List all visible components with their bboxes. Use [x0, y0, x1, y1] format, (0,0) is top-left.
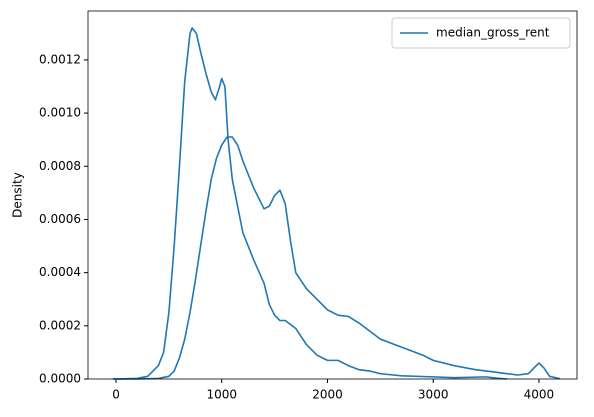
y-tick-label: 0.0006: [39, 212, 81, 226]
x-tick-label: 2000: [312, 388, 343, 402]
legend-box: [391, 17, 571, 49]
y-tick-label: 0.0012: [39, 52, 81, 66]
density-line: [113, 27, 508, 380]
y-tick-label: 0.0010: [39, 106, 81, 120]
x-tick-label: 4000: [524, 388, 555, 402]
x-tick-label: 3000: [418, 388, 449, 402]
y-tick-label: 0.0002: [39, 318, 81, 332]
x-tick-label: 0: [112, 388, 120, 402]
legend-label: median_gross_rent: [436, 26, 550, 40]
density-line: [112, 136, 561, 380]
y-axis-label: Density: [11, 172, 25, 218]
plot-frame: [87, 10, 578, 380]
y-tick-label: 0.0008: [39, 159, 81, 173]
x-tick-label: 1000: [206, 388, 237, 402]
y-tick-label: 0.0000: [39, 372, 81, 386]
y-tick-label: 0.0004: [39, 265, 81, 279]
